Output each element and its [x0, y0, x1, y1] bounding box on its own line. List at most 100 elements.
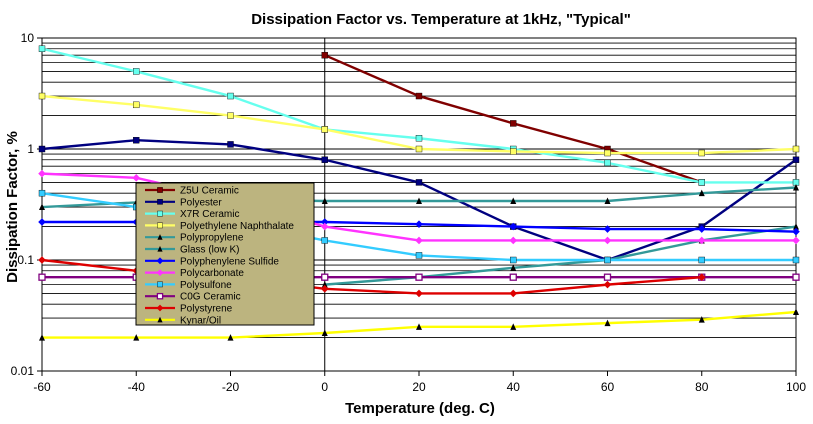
data-point: [698, 256, 705, 264]
data-point: [415, 236, 423, 245]
legend-item: Polyethylene Naphthalate: [145, 221, 294, 232]
data-point: [227, 92, 234, 100]
data-point: [133, 68, 140, 75]
data-point: [415, 145, 423, 153]
data-point: [792, 273, 800, 281]
data-point: [38, 92, 46, 100]
data-point: [321, 237, 328, 244]
data-point: [320, 222, 329, 231]
data-point: [320, 285, 329, 293]
data-point: [38, 256, 46, 264]
data-point: [510, 148, 517, 155]
data-point: [415, 92, 423, 100]
data-point: [227, 334, 234, 341]
x-axis-label: Temperature (deg. C): [345, 400, 495, 417]
data-point: [38, 45, 46, 52]
data-point: [509, 273, 517, 281]
legend-item: Polyphenylene Sulfide: [145, 256, 279, 267]
x-tick-label: -60: [33, 380, 51, 394]
x-tick-label: -20: [222, 380, 240, 394]
data-point: [603, 280, 612, 289]
x-tick-label: 40: [507, 380, 521, 394]
x-tick-label: 20: [412, 380, 426, 394]
x-tick-label: -40: [128, 380, 146, 394]
data-point: [604, 256, 611, 264]
data-point: [510, 197, 517, 205]
legend-swatch-marker: [156, 292, 164, 300]
legend-swatch-marker: [157, 234, 163, 240]
series-3: [38, 92, 800, 157]
data-point: [509, 222, 518, 231]
data-point: [321, 51, 328, 59]
data-point: [38, 169, 46, 178]
y-tick-label: 10: [21, 31, 35, 45]
data-point: [38, 189, 46, 197]
data-point: [697, 236, 706, 245]
legend-item: Z5U Ceramic: [145, 186, 239, 197]
legend-swatch-marker: [156, 269, 164, 276]
data-point: [604, 197, 611, 205]
legend-label: Polyethylene Naphthalate: [180, 221, 294, 232]
data-point: [38, 218, 46, 226]
legend-swatch-marker: [156, 304, 164, 312]
legend-item: Polypropylene: [145, 233, 244, 244]
series-line: [324, 225, 797, 286]
data-point: [509, 289, 518, 298]
legend-swatch-marker: [157, 245, 163, 252]
data-point: [133, 334, 140, 341]
data-point: [133, 137, 140, 144]
data-point: [697, 225, 706, 233]
series-11: [39, 308, 799, 341]
data-point: [698, 149, 705, 157]
data-point: [604, 319, 611, 327]
legend-swatch-marker: [157, 281, 163, 288]
data-point: [415, 273, 423, 281]
y-tick-label: 0.01: [11, 364, 35, 378]
data-point: [698, 179, 705, 186]
data-point: [698, 189, 705, 197]
data-point: [793, 308, 799, 316]
data-point: [792, 236, 800, 245]
data-point: [792, 156, 800, 163]
data-point: [792, 256, 800, 264]
x-tick-label: 60: [601, 380, 615, 394]
data-point: [603, 273, 612, 281]
legend-label: C0G Ceramic: [180, 292, 241, 303]
legend-label: Polysulfone: [180, 280, 232, 291]
legend-item: Glass (low K): [145, 245, 239, 256]
y-tick-label: 0.1: [17, 253, 34, 267]
data-point: [603, 225, 612, 233]
data-point: [416, 323, 422, 330]
data-point: [133, 101, 140, 109]
legend-item: C0G Ceramic: [145, 292, 241, 303]
data-point: [39, 203, 45, 211]
data-point: [604, 159, 611, 167]
y-tick-label: 1: [27, 142, 34, 156]
axes: -60 -40 -20 0 20 40 60 80 100 10 1 0.1 0.01: [11, 31, 807, 394]
data-point: [38, 145, 46, 153]
data-point: [415, 252, 423, 259]
data-point: [38, 273, 46, 281]
data-point: [697, 273, 706, 281]
data-point: [510, 120, 517, 127]
legend-label: Polyphenylene Sulfide: [180, 256, 279, 267]
legend-label: Polycarbonate: [180, 268, 244, 279]
x-tick-label: 100: [786, 380, 806, 394]
data-point: [321, 156, 328, 163]
legend-swatch-marker: [157, 187, 163, 193]
data-point: [321, 329, 328, 336]
data-point: [39, 334, 45, 341]
data-point: [416, 197, 422, 205]
data-point: [132, 174, 141, 182]
data-point: [792, 227, 800, 236]
y-axis-label: Dissipation Factor, %: [4, 131, 21, 283]
data-point: [793, 223, 799, 230]
legend-label: Glass (low K): [180, 245, 239, 256]
data-point: [698, 316, 705, 323]
data-point: [509, 236, 518, 245]
legend-label: X7R Ceramic: [180, 209, 239, 220]
legend-swatch-marker: [157, 316, 163, 323]
chart-title: Dissipation Factor vs. Temperature at 1k…: [251, 11, 631, 28]
